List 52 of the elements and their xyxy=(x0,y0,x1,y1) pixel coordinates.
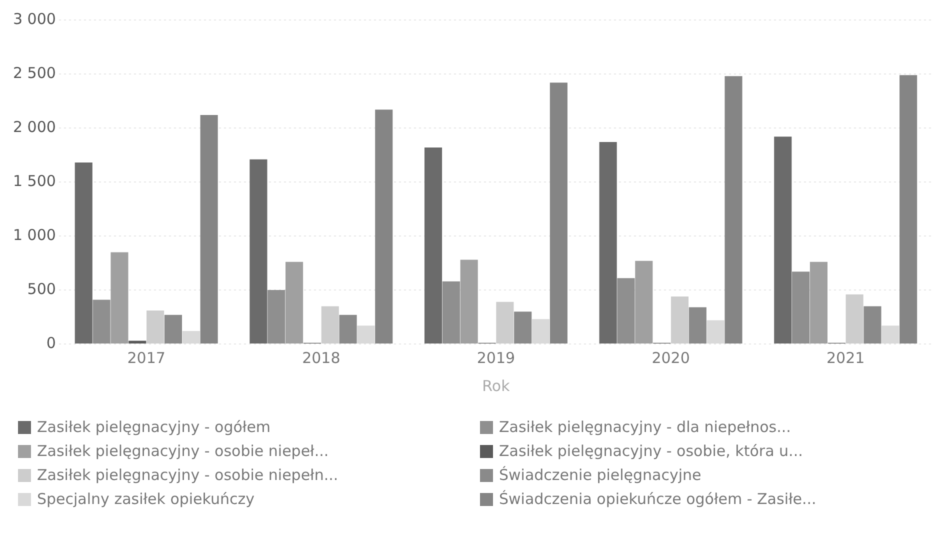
bar xyxy=(321,306,339,344)
y-tick-label: 0 xyxy=(46,334,56,352)
bar xyxy=(724,76,742,344)
y-tick-label: 2 000 xyxy=(12,118,56,136)
y-tick-label: 3 000 xyxy=(12,10,56,28)
legend-label: Świadczenia opiekuńcze ogółem - Zasiłe... xyxy=(499,490,816,508)
y-tick-label: 1 000 xyxy=(12,226,56,244)
bar xyxy=(268,290,286,344)
bar xyxy=(164,314,182,344)
x-tick-label: 2017 xyxy=(127,348,166,367)
x-tick-label: 2021 xyxy=(826,348,865,367)
x-tick-label: 2019 xyxy=(476,348,516,367)
legend-label: Zasiłek pielęgnacyjny - dla niepełnos... xyxy=(499,418,791,436)
bar xyxy=(424,147,442,344)
bar xyxy=(670,296,689,344)
bar xyxy=(617,278,635,344)
bar xyxy=(110,252,128,344)
y-tick-label: 500 xyxy=(27,280,56,298)
legend-label: Świadczenie pielęgnacyjne xyxy=(499,466,702,484)
bar xyxy=(635,260,653,344)
legend-label: Specjalny zasiłek opiekuńczy xyxy=(37,490,255,508)
x-axis-title: Rok xyxy=(482,376,510,395)
bar xyxy=(146,310,164,344)
bar xyxy=(250,159,268,344)
bar xyxy=(442,281,460,344)
y-tick-label: 2 500 xyxy=(12,64,56,82)
legend-label: Zasiłek pielęgnacyjny - ogółem xyxy=(37,418,271,436)
bar xyxy=(599,142,617,344)
bar xyxy=(810,262,828,344)
x-tick-label: 2020 xyxy=(652,348,690,367)
bar xyxy=(128,340,146,344)
legend-label: Zasiłek pielęgnacyjny - osobie niepeł... xyxy=(37,442,329,460)
bar xyxy=(339,314,357,344)
bar xyxy=(460,260,478,344)
bar xyxy=(846,294,864,344)
bar xyxy=(514,312,532,344)
bar xyxy=(688,307,706,344)
bar xyxy=(864,306,882,344)
y-tick-label: 1 500 xyxy=(12,172,56,190)
bar xyxy=(774,136,792,344)
bar xyxy=(900,75,918,344)
bar xyxy=(375,110,393,344)
bar xyxy=(286,262,304,344)
bar xyxy=(496,302,514,344)
legend-label: Zasiłek pielęgnacyjny - osobie, która u... xyxy=(499,442,803,460)
legend-label: Zasiłek pielęgnacyjny - osobie niepełn... xyxy=(37,466,338,484)
bar xyxy=(92,300,110,344)
bar xyxy=(74,162,92,344)
x-tick-label: 2018 xyxy=(302,348,340,367)
bar xyxy=(550,82,568,344)
bar xyxy=(200,115,218,344)
bar xyxy=(792,272,810,344)
